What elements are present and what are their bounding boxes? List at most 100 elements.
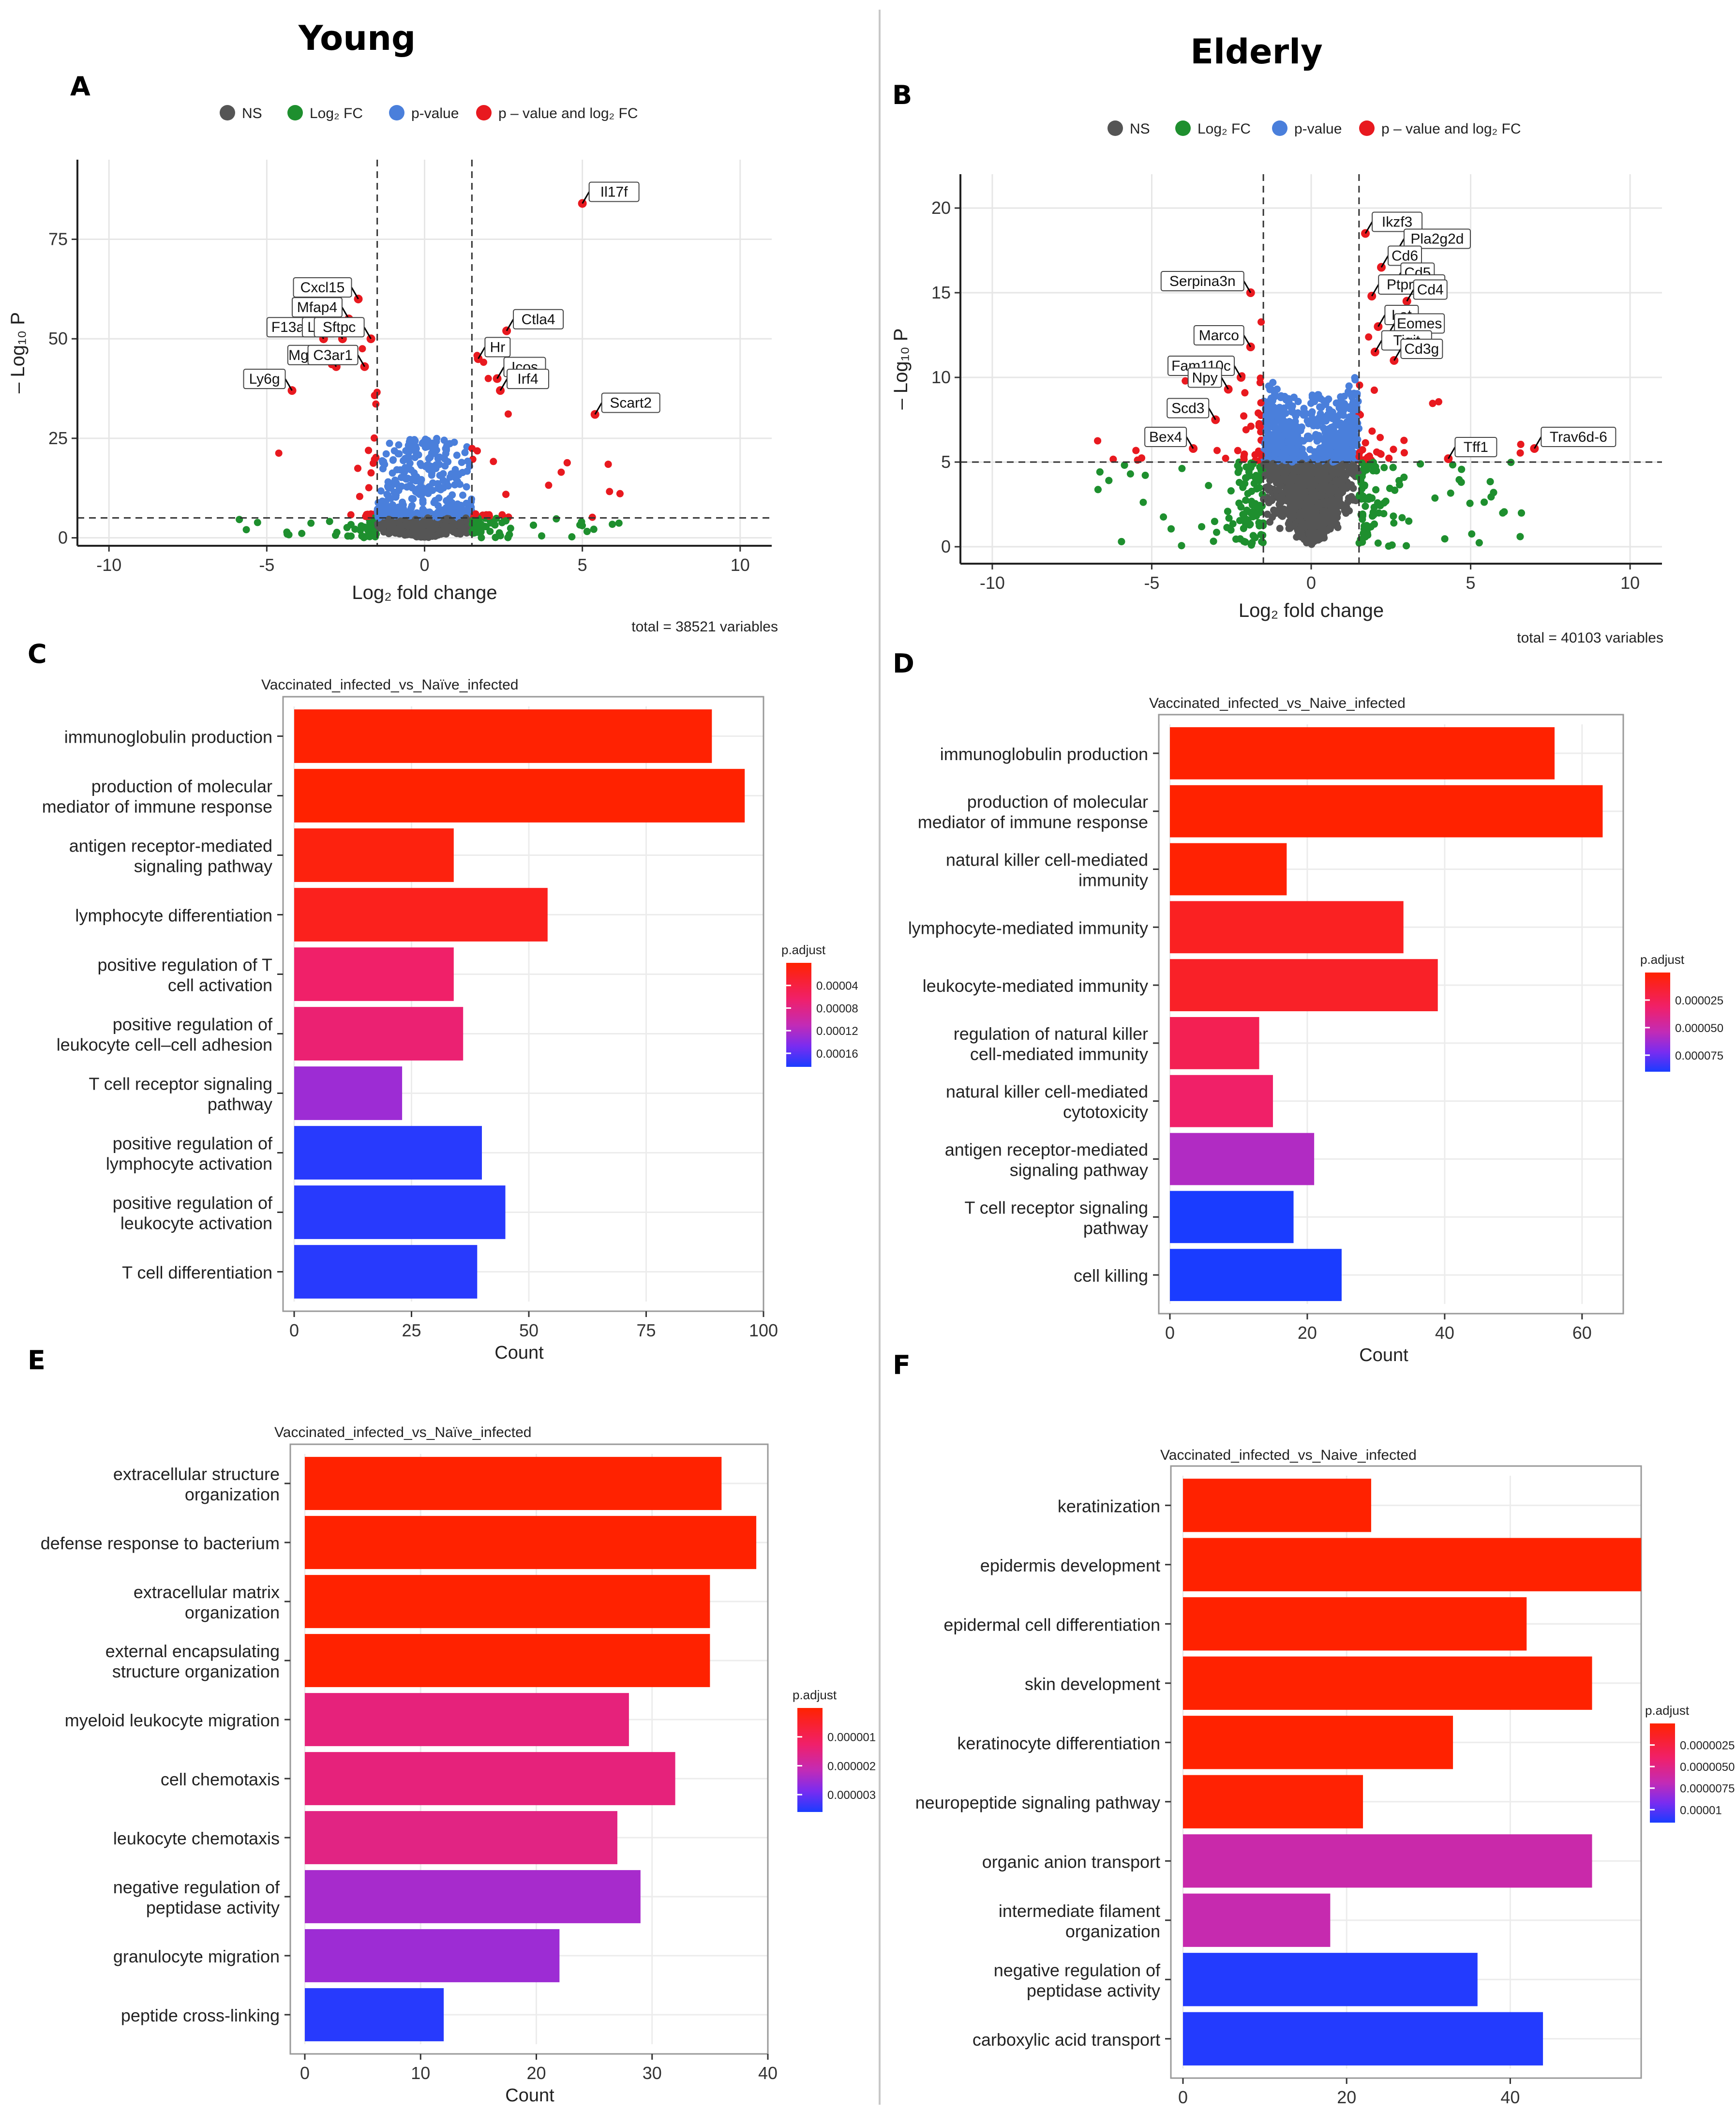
data-point: [358, 532, 366, 540]
data-point: [404, 529, 412, 537]
x-axis-title: Log₂ fold change: [352, 582, 497, 603]
data-point: [254, 519, 261, 526]
gene-label-1: Cxcl15: [300, 280, 345, 296]
variables-caption: total = 38521 variables: [631, 619, 778, 635]
data-point: [481, 523, 489, 530]
data-point: [444, 515, 452, 523]
data-point: [504, 410, 512, 418]
data-point: [1362, 502, 1369, 510]
gene-label-0: Il17f: [600, 184, 628, 200]
x-tick-label-3: 5: [1466, 573, 1476, 593]
young-title: Young: [298, 18, 416, 58]
data-point: [439, 477, 447, 484]
data-point: [410, 469, 418, 477]
data-point: [365, 484, 373, 492]
legend-key-3: [476, 105, 492, 120]
data-point: [504, 534, 512, 541]
legend-key-2: [1272, 120, 1287, 136]
panel-letter-d: D: [893, 648, 914, 679]
legend-key-1: [287, 105, 303, 120]
data-point: [451, 481, 459, 489]
data-point: [442, 445, 450, 453]
data-point: [1241, 389, 1249, 397]
data-point: [1178, 464, 1186, 472]
data-point: [392, 494, 400, 501]
data-point: [1141, 471, 1149, 479]
data-point: [379, 465, 387, 473]
data-point: [1380, 510, 1388, 518]
y-tick-label-3: 15: [931, 283, 951, 302]
data-point: [530, 522, 537, 529]
y-tick-label-0: 0: [941, 537, 951, 556]
legend-label-1: Log₂ FC: [310, 105, 363, 121]
data-point: [616, 490, 624, 497]
legend-key-0: [220, 105, 235, 120]
y-tick-label-1: 25: [48, 428, 68, 448]
data-point: [545, 481, 553, 489]
data-point: [389, 469, 396, 477]
data-point: [384, 492, 392, 499]
data-point: [568, 533, 576, 540]
data-point: [458, 524, 465, 531]
legend-key-1: [1175, 120, 1191, 136]
data-point: [412, 516, 419, 524]
data-point: [391, 477, 399, 484]
data-point: [354, 464, 361, 472]
data-point: [1094, 486, 1102, 494]
data-point: [507, 524, 514, 532]
data-point: [1213, 528, 1220, 536]
data-point: [1374, 539, 1382, 547]
data-point: [502, 491, 510, 498]
data-point: [441, 462, 449, 470]
data-point: [448, 470, 455, 478]
volcano-plot-young: NS Log₂ FC p-value p – value and log₂ FC-10…: [7, 105, 778, 635]
legend-label-2: p-value: [1294, 121, 1342, 137]
data-point: [394, 450, 402, 458]
data-point: [553, 515, 560, 523]
legend-key-0: [1107, 120, 1123, 136]
data-point: [578, 522, 586, 529]
data-point: [1224, 508, 1231, 515]
data-point: [1160, 513, 1167, 521]
data-point: [1139, 498, 1147, 506]
data-point: [434, 455, 442, 463]
data-point: [1126, 470, 1134, 478]
data-point: [365, 447, 373, 454]
x-tick-label-2: 0: [1306, 573, 1316, 593]
gene-label-7: Hr: [490, 339, 506, 355]
data-point: [459, 492, 466, 499]
data-point: [405, 448, 413, 456]
x-tick-label-4: 10: [731, 555, 750, 575]
data-point: [1370, 386, 1378, 394]
legend-label-0: NS: [1130, 121, 1150, 137]
x-tick-label-1: -5: [1144, 573, 1159, 593]
data-point: [492, 534, 499, 541]
data-point: [453, 451, 461, 459]
elderly-title: Elderly: [1190, 32, 1323, 72]
data-point: [397, 522, 404, 530]
legend-label-1: Log₂ FC: [1197, 121, 1251, 137]
data-point: [1516, 533, 1524, 540]
data-point: [242, 526, 250, 534]
data-point: [378, 497, 386, 505]
x-tick-label-0: -10: [980, 573, 1005, 593]
legend-label-0: NS: [242, 105, 262, 121]
data-point: [446, 494, 453, 502]
data-point: [395, 441, 403, 449]
data-point: [1441, 535, 1449, 543]
data-point: [409, 495, 417, 503]
data-point: [307, 519, 315, 527]
data-point: [615, 519, 623, 527]
data-point: [487, 519, 495, 527]
panel-letter-b: B: [892, 80, 912, 110]
y-tick-label-3: 75: [48, 229, 68, 249]
gene-label-6: Sftpc: [323, 319, 356, 335]
gene-label-12: Ly6g: [249, 371, 280, 387]
y-tick-label-2: 10: [931, 367, 951, 387]
legend-key-2: [389, 105, 404, 120]
data-point: [413, 533, 421, 540]
data-point: [386, 439, 393, 447]
data-point: [367, 469, 375, 477]
y-tick-label-2: 50: [48, 329, 68, 348]
